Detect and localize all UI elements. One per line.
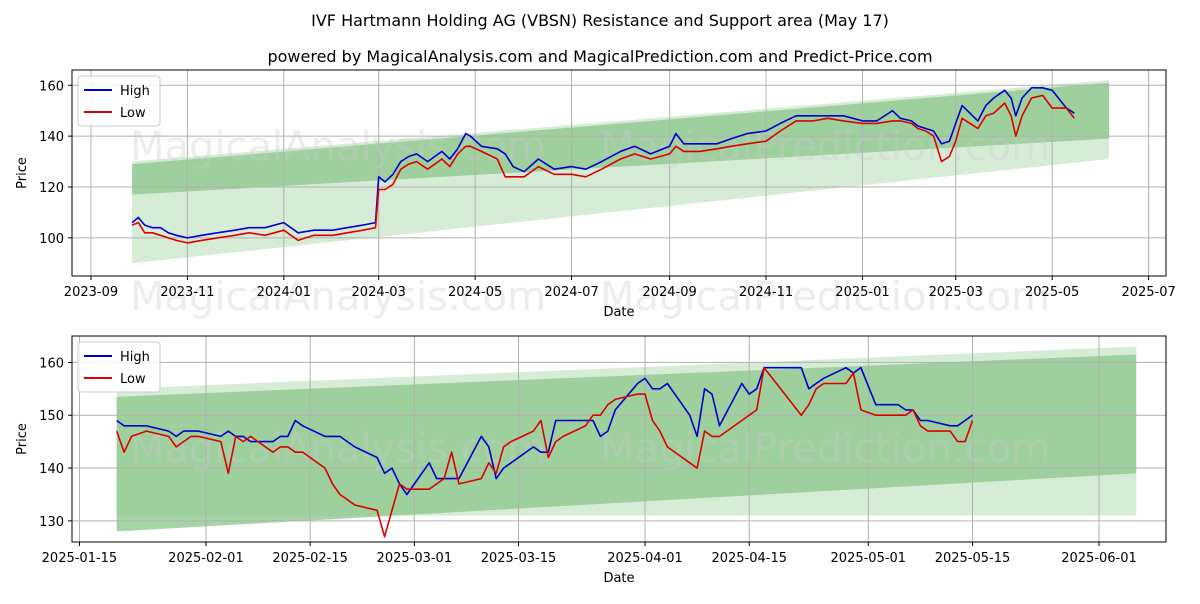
- x-tick-label: 2024-09: [642, 285, 696, 300]
- x-tick-label: 2023-09: [64, 285, 118, 300]
- x-tick-label: 2024-05: [448, 285, 502, 300]
- x-tick-label: 2025-01: [835, 285, 889, 300]
- chart-title: IVF Hartmann Holding AG (VBSN) Resistanc…: [311, 11, 889, 30]
- x-axis-label: Date: [603, 305, 634, 320]
- x-tick-label: 2023-11: [160, 285, 214, 300]
- x-axis-label: Date: [603, 571, 634, 586]
- x-tick-label: 2025-05-15: [935, 551, 1011, 566]
- x-tick-label: 2025-04-01: [607, 551, 683, 566]
- x-tick-label: 2025-02-15: [272, 551, 348, 566]
- watermark-text: MagicalPrediction.com: [600, 426, 1050, 472]
- x-tick-label: 2025-01-15: [42, 551, 118, 566]
- legend-label-high: High: [120, 84, 150, 99]
- x-tick-label: 2025-02-01: [168, 551, 244, 566]
- y-tick-label: 140: [39, 130, 64, 145]
- x-tick-label: 2025-03: [929, 285, 983, 300]
- x-tick-label: 2025-06-01: [1061, 551, 1137, 566]
- legend-label-high: High: [120, 350, 150, 365]
- axes-frame: [71, 69, 1167, 277]
- top-panel: MagicalAnalysis.com MagicalPrediction.com…: [15, 69, 1176, 320]
- bottom-panel: MagicalAnalysis.com MagicalPrediction.com…: [15, 335, 1167, 586]
- watermark-text: MagicalAnalysis.com: [130, 124, 546, 170]
- series-line-high: [116, 366, 973, 496]
- x-tick-label: 2024-07: [544, 285, 598, 300]
- chart-subtitle: powered by MagicalAnalysis.com and Magic…: [267, 47, 932, 66]
- y-tick-label: 150: [39, 409, 64, 424]
- y-tick-label: 140: [39, 462, 64, 477]
- legend-label-low: Low: [120, 372, 146, 387]
- watermark-text: MagicalAnalysis.com: [130, 274, 546, 320]
- y-tick-label: 130: [39, 515, 64, 530]
- support-resistance-band-inner: [132, 82, 1110, 195]
- support-resistance-band-inner: [116, 354, 1137, 532]
- legend-label-low: Low: [120, 106, 146, 121]
- watermark-text: MagicalPrediction.com: [600, 274, 1050, 320]
- y-tick-label: 120: [39, 181, 64, 196]
- y-tick-label: 160: [39, 79, 64, 94]
- axes-frame: [71, 335, 1167, 543]
- y-axis-label: Price: [15, 423, 30, 455]
- y-tick-label: 160: [39, 356, 64, 371]
- legend-box: [77, 75, 161, 127]
- y-axis-label: Price: [15, 157, 30, 189]
- x-tick-label: 2024-11: [739, 285, 793, 300]
- x-tick-label: 2025-03-01: [377, 551, 453, 566]
- x-tick-label: 2024-03: [352, 285, 406, 300]
- series-line-low: [115, 366, 974, 538]
- x-tick-label: 2024-01: [257, 285, 311, 300]
- watermark-text: MagicalAnalysis.com: [130, 426, 546, 472]
- x-tick-label: 2025-05-01: [831, 551, 907, 566]
- legend-box: [77, 341, 161, 393]
- x-tick-label: 2025-07: [1121, 285, 1175, 300]
- y-tick-label: 100: [39, 232, 64, 247]
- x-tick-label: 2025-03-15: [481, 551, 557, 566]
- x-tick-label: 2025-04-15: [711, 551, 787, 566]
- series-line-high: [131, 87, 1075, 239]
- x-tick-label: 2025-05: [1025, 285, 1079, 300]
- series-line-low: [131, 94, 1075, 244]
